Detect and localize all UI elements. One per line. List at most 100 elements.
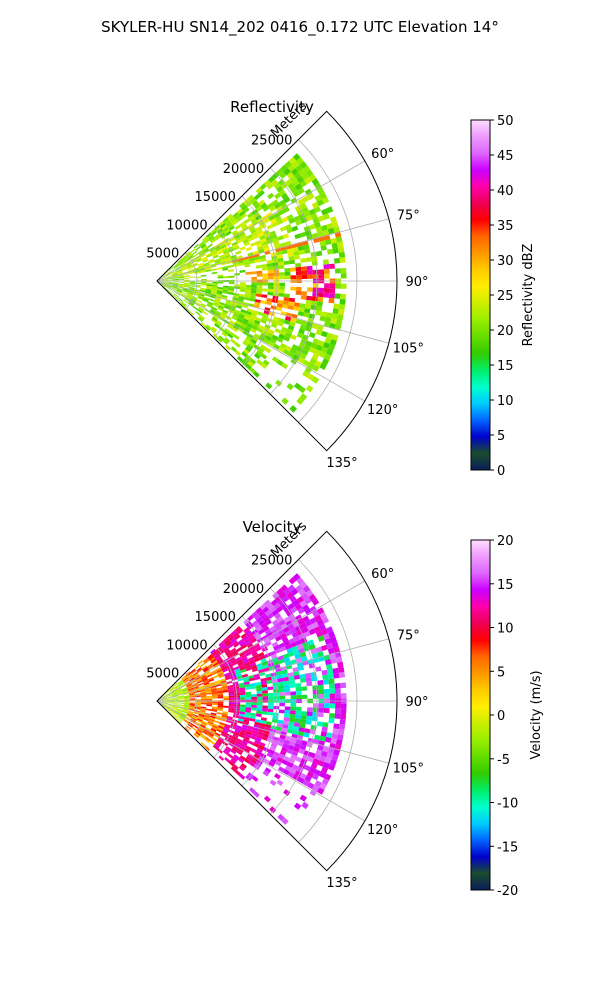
velocity-echo-cell: [168, 686, 174, 691]
velocity-echo-cell: [215, 655, 221, 661]
velocity-echo-cell: [270, 653, 278, 660]
velocity-panel-title: Velocity: [243, 518, 302, 536]
reflectivity-echo-cell: [172, 286, 178, 289]
reflectivity-echo-cell: [243, 297, 250, 301]
velocity-echo-cell: [267, 705, 274, 710]
velocity-echo-cell: [186, 725, 192, 730]
reflectivity-echo-cell: [290, 334, 297, 341]
reflectivity-echo-cell: [228, 215, 235, 222]
velocity-echo-cell: [205, 672, 212, 677]
velocity-echo-cell: [160, 694, 166, 698]
reflectivity-echo-cell: [228, 286, 235, 289]
velocity-echo-cell: [251, 732, 258, 738]
reflectivity-echo-cell: [245, 354, 252, 361]
velocity-echo-cell: [218, 755, 225, 761]
reflectivity-echo-cell: [178, 274, 184, 277]
velocity-echo-cell: [173, 683, 179, 688]
reflectivity-echo-cell: [276, 168, 284, 176]
reflectivity-echo-cell: [246, 234, 253, 240]
reflectivity-echo-cell: [247, 223, 254, 229]
velocity-echo-cell: [303, 732, 310, 738]
reflectivity-echo-cell: [190, 248, 196, 254]
velocity-echo-cell: [250, 758, 257, 765]
velocity-echo-cell: [228, 760, 235, 767]
reflectivity-echo-cell: [318, 351, 327, 359]
velocity-echo-layer: [160, 573, 347, 825]
velocity-echo-cell: [331, 641, 339, 648]
velocity-echo-cell: [209, 717, 216, 721]
velocity-echo-cell: [170, 709, 176, 713]
reflectivity-echo-cell: [327, 227, 335, 235]
velocity-echo-cell: [245, 709, 251, 713]
reflectivity-echo-cell: [256, 285, 263, 289]
velocity-echo-cell: [200, 706, 207, 709]
reflectivity-echo-cell: [284, 271, 291, 276]
velocity-echo-cell: [222, 690, 229, 693]
velocity-echo-cell: [233, 666, 240, 671]
reflectivity-echo-cell: [186, 263, 192, 268]
reflectivity-echo-cell: [299, 352, 307, 360]
velocity-echo-cell: [272, 657, 279, 663]
velocity-echo-cell: [296, 596, 305, 604]
reflectivity-echo-cell: [301, 274, 308, 279]
velocity-echo-cell: [187, 723, 193, 728]
reflectivity-echo-cell: [197, 296, 204, 300]
reflectivity-echo-cell: [331, 334, 339, 341]
reflectivity-echo-cell: [246, 308, 253, 313]
velocity-echo-cell: [185, 682, 191, 686]
reflectivity-echo-cell: [178, 261, 184, 265]
velocity-echo-cell: [243, 648, 251, 655]
reflectivity-echo-cell: [320, 245, 327, 251]
velocity-echo-cell: [271, 619, 279, 626]
velocity-echo-cell: [251, 664, 258, 670]
velocity-echo-cell: [166, 694, 172, 698]
velocity-echo-cell: [291, 750, 299, 757]
velocity-echo-cell: [295, 739, 303, 745]
velocity-echo-cell: [317, 680, 324, 686]
velocity-echo-cell: [188, 710, 194, 714]
reflectivity-echo-cell: [211, 268, 217, 271]
reflectivity-echo-cell: [228, 225, 235, 231]
velocity-echo-cell: [171, 707, 177, 711]
azimuth-spoke: [156, 580, 366, 702]
velocity-echo-cell: [250, 707, 257, 711]
velocity-echo-cell: [221, 684, 228, 688]
velocity-echo-cell: [301, 592, 309, 601]
reflectivity-echo-cell: [266, 239, 274, 245]
velocity-echo-cell: [176, 710, 182, 714]
reflectivity-echo-cell: [261, 267, 268, 271]
reflectivity-echo-cell: [299, 202, 307, 210]
velocity-echo-cell: [216, 687, 223, 690]
reflectivity-echo-cell: [254, 259, 261, 263]
reflectivity-echo-cell: [191, 296, 198, 300]
velocity-echo-cell: [277, 655, 284, 661]
reflectivity-echo-cell: [281, 192, 289, 200]
reflectivity-echo-cell: [189, 282, 196, 284]
velocity-echo-cell: [236, 675, 243, 680]
velocity-echo-cell: [278, 753, 285, 760]
reflectivity-echo-cell: [205, 252, 212, 257]
velocity-echo-cell: [239, 666, 246, 671]
velocity-echo-cell: [177, 708, 183, 711]
velocity-range-ticks: 5000 10000 15000 20000 25000: [146, 554, 292, 682]
reflectivity-echo-cell: [201, 245, 208, 250]
velocity-echo-cell: [262, 625, 270, 632]
velocity-echo-cell: [230, 749, 237, 755]
velocity-echo-cell: [319, 755, 327, 762]
reflectivity-echo-cell: [248, 341, 256, 347]
reflectivity-echo-cell: [260, 223, 267, 230]
reflectivity-echo-cell: [273, 289, 280, 293]
range-tick-label: 20000: [223, 582, 264, 597]
velocity-echo-cell: [319, 612, 327, 620]
velocity-echo-cell: [179, 682, 185, 687]
velocity-echo-cell: [312, 689, 319, 695]
velocity-echo-cell: [260, 680, 267, 685]
reflectivity-echo-cell: [296, 332, 304, 339]
reflectivity-echo-cell: [271, 298, 278, 304]
velocity-echo-cell: [262, 606, 270, 613]
velocity-echo-cell: [196, 680, 203, 684]
azimuth-tick-label: 75°: [397, 629, 420, 644]
velocity-echo-cell: [293, 670, 300, 676]
reflectivity-echo-cell: [288, 156, 297, 165]
reflectivity-echo-cell: [187, 292, 194, 296]
